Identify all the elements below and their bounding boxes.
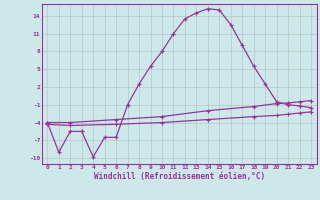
X-axis label: Windchill (Refroidissement éolien,°C): Windchill (Refroidissement éolien,°C) [94, 172, 265, 181]
